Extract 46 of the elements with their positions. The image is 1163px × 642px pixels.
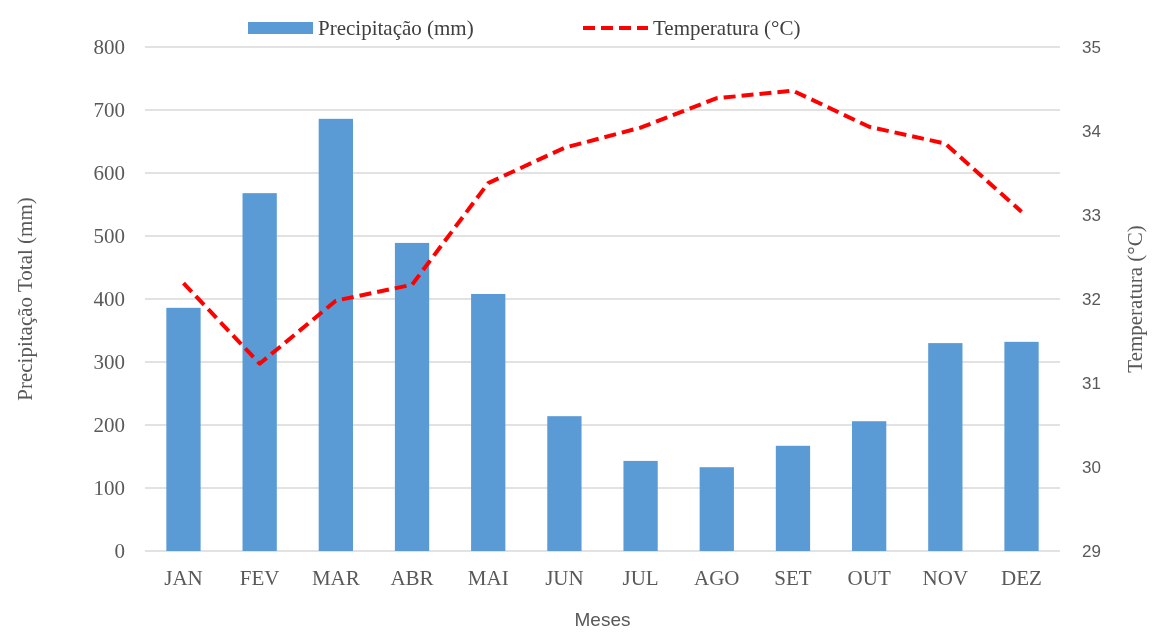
bar xyxy=(699,467,734,551)
x-tick-label: MAI xyxy=(467,566,509,590)
y-tick-label: 300 xyxy=(93,350,125,375)
bar xyxy=(928,343,963,551)
bar xyxy=(242,193,277,551)
y-tick-label: 100 xyxy=(93,476,125,501)
x-tick-label: FEV xyxy=(239,566,280,590)
bar xyxy=(318,118,353,551)
x-tick-label: ABR xyxy=(390,566,434,590)
y2-tick-label: 33 xyxy=(1082,205,1101,225)
y-tick-label: 700 xyxy=(93,98,125,123)
y2-axis-title: Temperatura (°C) xyxy=(1123,225,1147,373)
y-tick-label: 600 xyxy=(93,161,125,186)
x-tick-label: MAR xyxy=(311,566,360,590)
y-tick-label: 500 xyxy=(93,224,125,249)
x-tick-label: NOV xyxy=(922,566,969,590)
y-tick-label: 200 xyxy=(93,413,125,438)
legend-label: Temperatura (°C) xyxy=(653,16,801,40)
y2-tick-label: 30 xyxy=(1082,457,1101,477)
y-tick-label: 0 xyxy=(114,539,125,564)
bar xyxy=(166,307,201,551)
bar xyxy=(775,445,811,551)
x-tick-label: AGO xyxy=(694,566,740,590)
x-tick-label: JAN xyxy=(164,566,203,590)
x-axis-title: Meses xyxy=(574,609,631,630)
y2-tick-label: 35 xyxy=(1082,37,1101,57)
y-tick-label: 800 xyxy=(93,35,125,60)
y2-tick-label: 34 xyxy=(1082,121,1101,141)
x-tick-label: JUL xyxy=(622,566,659,590)
x-tick-label: SET xyxy=(774,566,812,590)
bar xyxy=(471,293,506,551)
bar xyxy=(394,242,430,551)
bar xyxy=(547,416,582,551)
y2-tick-label: 32 xyxy=(1082,289,1101,309)
bar xyxy=(1004,341,1039,551)
bar xyxy=(623,460,658,551)
y-tick-label: 400 xyxy=(93,287,125,312)
legend-label: Precipitação (mm) xyxy=(318,16,474,40)
y2-tick-label: 31 xyxy=(1082,373,1101,393)
x-tick-label: OUT xyxy=(847,566,891,590)
x-tick-label: DEZ xyxy=(1001,566,1042,590)
line-series xyxy=(181,88,1024,366)
y2-tick-label: 29 xyxy=(1082,541,1101,561)
x-tick-label: JUN xyxy=(545,566,584,590)
bar xyxy=(852,421,887,551)
y-axis-title: Precipitação Total (mm) xyxy=(13,197,37,401)
